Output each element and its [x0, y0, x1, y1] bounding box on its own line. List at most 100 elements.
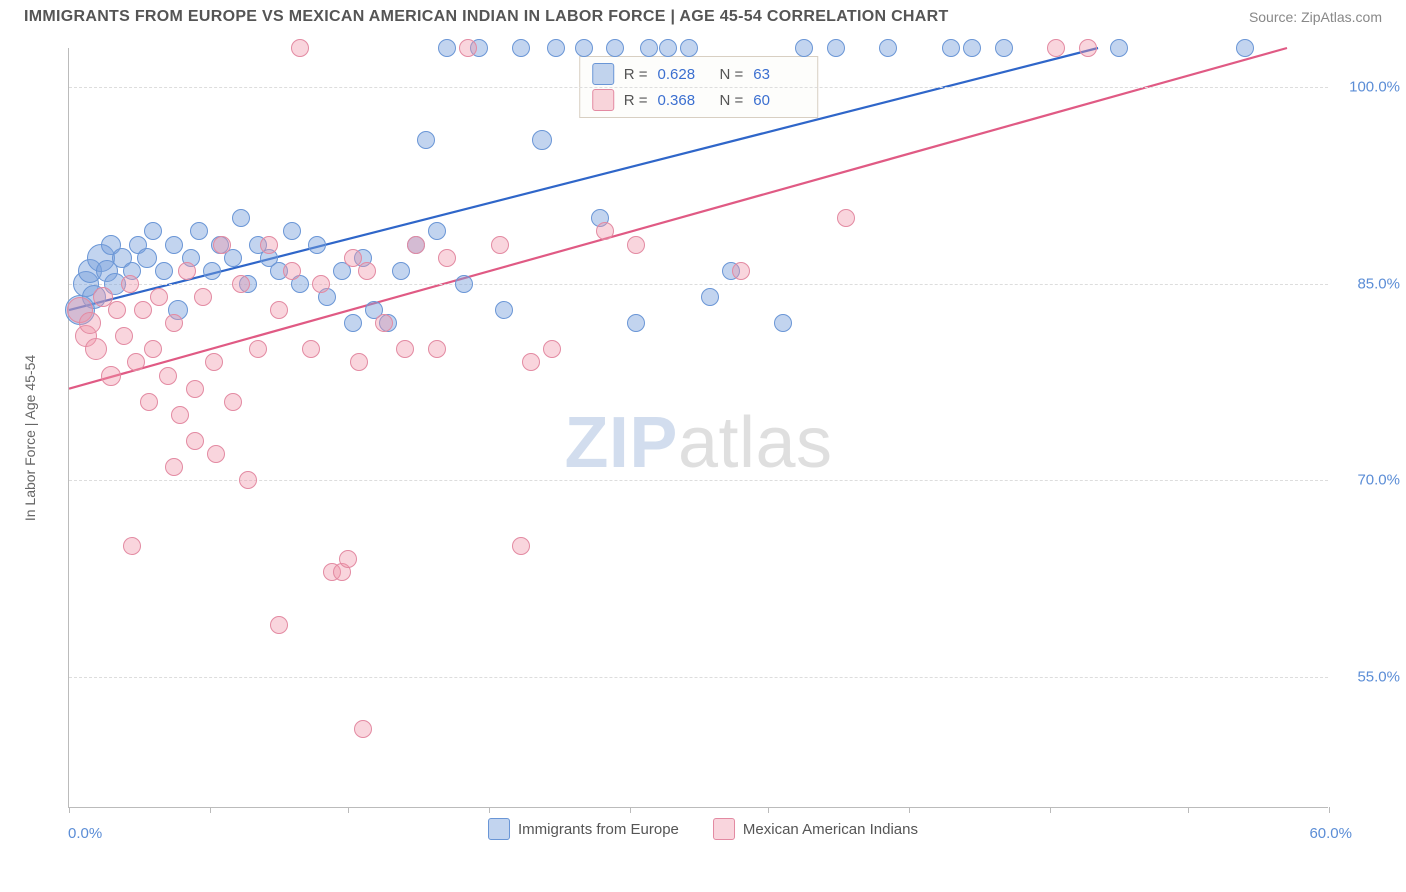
- data-point-mexican: [522, 353, 540, 371]
- data-point-europe: [1110, 39, 1128, 57]
- data-point-mexican: [150, 288, 168, 306]
- data-point-mexican: [438, 249, 456, 267]
- data-point-mexican: [350, 353, 368, 371]
- data-point-mexican: [837, 209, 855, 227]
- data-point-europe: [547, 39, 565, 57]
- watermark: ZIPatlas: [564, 402, 832, 484]
- data-point-europe: [190, 222, 208, 240]
- data-point-mexican: [205, 353, 223, 371]
- data-point-europe: [659, 39, 677, 57]
- chart-title: IMMIGRANTS FROM EUROPE VS MEXICAN AMERIC…: [24, 8, 949, 26]
- x-tick-mark: [630, 807, 631, 813]
- data-point-mexican: [121, 275, 139, 293]
- data-point-mexican: [108, 301, 126, 319]
- data-point-mexican: [459, 39, 477, 57]
- data-point-europe: [428, 222, 446, 240]
- data-point-mexican: [302, 340, 320, 358]
- data-point-mexican: [186, 380, 204, 398]
- data-point-europe: [995, 39, 1013, 57]
- data-point-mexican: [207, 445, 225, 463]
- x-tick-mark: [69, 807, 70, 813]
- data-point-mexican: [407, 236, 425, 254]
- data-point-europe: [417, 131, 435, 149]
- correlation-chart: In Labor Force | Age 45-54 ZIPatlas R = …: [24, 38, 1382, 838]
- data-point-europe: [640, 39, 658, 57]
- data-point-europe: [879, 39, 897, 57]
- data-point-mexican: [115, 327, 133, 345]
- data-point-mexican: [101, 366, 121, 386]
- data-point-mexican: [213, 236, 231, 254]
- gridline-h: [69, 87, 1328, 88]
- data-point-mexican: [428, 340, 446, 358]
- data-point-europe: [308, 236, 326, 254]
- data-point-mexican: [491, 236, 509, 254]
- data-point-mexican: [1047, 39, 1065, 57]
- data-point-europe: [232, 209, 250, 227]
- gridline-h: [69, 480, 1328, 481]
- data-point-europe: [344, 314, 362, 332]
- data-point-europe: [283, 222, 301, 240]
- legend-swatch-mexican-icon: [713, 818, 735, 840]
- data-point-europe: [701, 288, 719, 306]
- data-point-mexican: [165, 458, 183, 476]
- data-point-mexican: [596, 222, 614, 240]
- data-point-europe: [512, 39, 530, 57]
- x-tick-mark: [909, 807, 910, 813]
- legend-swatch-europe: [592, 63, 614, 85]
- gridline-h: [69, 677, 1328, 678]
- data-point-mexican: [127, 353, 145, 371]
- data-point-europe: [203, 262, 221, 280]
- data-point-europe: [532, 130, 552, 150]
- data-point-mexican: [627, 236, 645, 254]
- data-point-mexican: [159, 367, 177, 385]
- data-point-europe: [155, 262, 173, 280]
- x-tick-mark: [348, 807, 349, 813]
- data-point-europe: [680, 39, 698, 57]
- data-point-mexican: [79, 312, 101, 334]
- x-tick-mark: [1050, 807, 1051, 813]
- x-tick-mark: [489, 807, 490, 813]
- y-tick-label: 85.0%: [1357, 275, 1400, 292]
- data-point-mexican: [339, 550, 357, 568]
- data-point-mexican: [283, 262, 301, 280]
- series-legend: Immigrants from Europe Mexican American …: [488, 818, 918, 840]
- data-point-mexican: [134, 301, 152, 319]
- data-point-europe: [795, 39, 813, 57]
- data-point-mexican: [144, 340, 162, 358]
- data-point-mexican: [194, 288, 212, 306]
- data-point-europe: [774, 314, 792, 332]
- data-point-mexican: [396, 340, 414, 358]
- data-point-mexican: [291, 39, 309, 57]
- data-point-mexican: [178, 262, 196, 280]
- data-point-mexican: [85, 338, 107, 360]
- data-point-mexican: [270, 301, 288, 319]
- x-tick-mark: [1329, 807, 1330, 813]
- data-point-mexican: [171, 406, 189, 424]
- data-point-mexican: [165, 314, 183, 332]
- gridline-h: [69, 284, 1328, 285]
- source-link[interactable]: ZipAtlas.com: [1301, 9, 1382, 25]
- data-point-europe: [963, 39, 981, 57]
- x-tick-mark: [210, 807, 211, 813]
- data-point-mexican: [239, 471, 257, 489]
- data-point-mexican: [260, 236, 278, 254]
- data-point-mexican: [1079, 39, 1097, 57]
- data-point-europe: [942, 39, 960, 57]
- data-point-europe: [1236, 39, 1254, 57]
- source-attribution: Source: ZipAtlas.com: [1249, 9, 1382, 25]
- y-tick-label: 100.0%: [1349, 79, 1400, 96]
- data-point-europe: [827, 39, 845, 57]
- data-point-mexican: [344, 249, 362, 267]
- data-point-europe: [627, 314, 645, 332]
- legend-swatch-mexican: [592, 89, 614, 111]
- data-point-europe: [455, 275, 473, 293]
- data-point-mexican: [732, 262, 750, 280]
- x-axis-min-label: 0.0%: [68, 825, 102, 842]
- data-point-europe: [606, 39, 624, 57]
- y-axis-label: In Labor Force | Age 45-54: [22, 355, 38, 521]
- legend-row-europe: R = 0.628 N = 63: [588, 61, 810, 87]
- data-point-europe: [438, 39, 456, 57]
- plot-area: ZIPatlas R = 0.628 N = 63 R = 0.368 N = …: [68, 48, 1328, 808]
- data-point-mexican: [224, 393, 242, 411]
- legend-item-europe: Immigrants from Europe: [488, 818, 679, 840]
